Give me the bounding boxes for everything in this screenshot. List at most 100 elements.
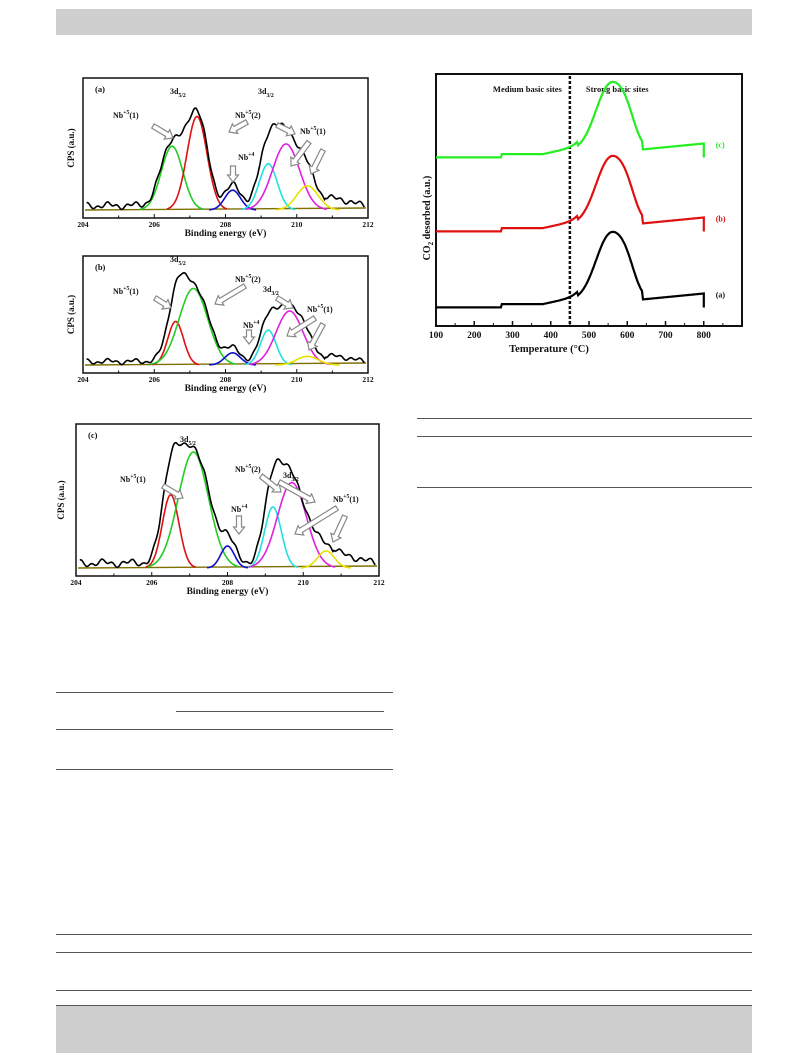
peak-label: Nb+5(2) — [235, 464, 261, 474]
panel-tag: (c) — [88, 430, 98, 440]
fit-peak — [244, 329, 292, 366]
peak-arrow — [258, 473, 282, 493]
co2-tpd-chart: 100 200 300 400 500 600 700 800 Temperature (°C)… — [418, 70, 748, 360]
tpd-curve — [436, 80, 705, 159]
table-rule — [56, 990, 752, 991]
fit-peak — [245, 143, 327, 211]
table-rule — [417, 418, 752, 419]
peak-label: 3d5/2 — [180, 435, 196, 447]
peak-arrow — [274, 295, 294, 310]
fit-peak — [147, 451, 240, 568]
envelope-curve — [86, 271, 365, 366]
x-tick-label: 600 — [620, 331, 635, 341]
envelope-curve — [79, 441, 376, 569]
peak-label: 3d5/2 — [170, 255, 186, 267]
table-rule — [56, 769, 393, 770]
table-rule — [56, 952, 752, 953]
fit-peak — [247, 506, 299, 569]
peak-label: Nb+4 — [238, 152, 255, 162]
x-tick-label: 300 — [505, 331, 520, 341]
x-tick-label: 206 — [146, 578, 158, 587]
x-tick-label: 206 — [149, 375, 161, 384]
series-tag: (b) — [716, 215, 726, 224]
x-axis-label: Temperature (°C) — [509, 344, 589, 355]
header-band — [56, 9, 752, 35]
fit-peak — [275, 185, 340, 211]
tpd-curve — [436, 154, 705, 233]
xps-panel-b: 204 206 208 210 212 Binding energy (eV) CPS (a… — [65, 248, 375, 413]
peak-arrow — [276, 478, 316, 505]
peak-arrow — [160, 483, 184, 500]
table-rule — [176, 711, 384, 712]
peak-label: 3d3/2 — [283, 471, 299, 483]
peak-label: Nb+5(1) — [113, 286, 139, 296]
fit-peak — [166, 115, 228, 210]
y-axis-label: CO2 desorbed (a.u.) — [422, 176, 435, 261]
peak-label: Nb+5(1) — [333, 494, 359, 504]
peak-arrow — [232, 515, 246, 535]
peak-arrow — [152, 295, 172, 310]
peak-label: Nb+5(1) — [120, 474, 146, 484]
peak-arrow — [294, 505, 340, 536]
x-tick-label: 100 — [429, 331, 444, 341]
footer-band — [56, 1005, 752, 1053]
fit-peak — [248, 310, 331, 366]
x-tick-label: 700 — [658, 331, 673, 341]
region-label-medium: Medium basic sites — [493, 84, 563, 94]
table-rule — [56, 692, 393, 693]
peak-arrow — [330, 514, 349, 543]
peak-label: 3d3/2 — [258, 87, 274, 99]
fit-peak — [209, 189, 257, 211]
x-tick-label: 204 — [77, 375, 89, 384]
table-rule — [417, 487, 752, 488]
y-axis-label: CPS (a.u.) — [56, 480, 66, 519]
table-rule — [417, 436, 752, 437]
x-tick-label: 204 — [70, 578, 82, 587]
x-tick-label: 400 — [544, 331, 559, 341]
peak-arrow — [275, 121, 296, 137]
peak-arrow — [150, 123, 174, 140]
y-axis-label: CPS (a.u.) — [66, 128, 76, 167]
peak-label: 3d5/2 — [170, 87, 186, 99]
xps-panel-c: 204 206 208 210 212 Binding energy (eV) CPS (a… — [55, 412, 385, 624]
fit-peak — [152, 320, 200, 366]
x-tick-label: 800 — [697, 331, 712, 341]
x-tick-label: 210 — [291, 220, 303, 229]
series-tag: (a) — [716, 291, 726, 300]
fit-peak — [145, 493, 196, 568]
panel-tag: (b) — [95, 262, 106, 272]
xps-panel-a: 204 206 208 210 212 Binding energy (eV) CPS (a… — [65, 70, 375, 250]
x-axis-label: Binding energy (eV) — [185, 228, 267, 239]
y-axis-label: CPS (a.u.) — [66, 295, 76, 334]
series-tag: (c) — [716, 141, 725, 150]
peak-label: Nb+5(1) — [307, 304, 333, 314]
fit-peak — [248, 481, 336, 568]
table-rule — [56, 934, 752, 935]
peak-label: Nb+5(1) — [300, 126, 326, 136]
peak-arrow — [228, 118, 250, 135]
baseline — [77, 565, 378, 569]
peak-arrow — [214, 283, 248, 306]
x-axis-label: Binding energy (eV) — [187, 586, 269, 597]
peak-arrow — [306, 321, 327, 351]
peak-label: Nb+4 — [231, 504, 248, 514]
peak-label: Nb+5(1) — [113, 110, 139, 120]
table-rule — [56, 729, 393, 730]
fit-peak — [241, 163, 296, 211]
fit-peak — [150, 287, 237, 365]
x-tick-label: 206 — [149, 220, 161, 229]
x-tick-label: 208 — [220, 220, 232, 229]
peak-label: 3d3/2 — [263, 285, 279, 297]
fit-peak — [139, 145, 205, 211]
fit-peak — [206, 545, 249, 569]
x-tick-label: 212 — [362, 220, 374, 229]
fit-peak — [275, 355, 340, 366]
fit-peak — [301, 550, 351, 569]
peak-arrow — [290, 139, 312, 167]
panel-tag: (a) — [95, 84, 105, 94]
peak-label: Nb+5(2) — [235, 274, 261, 284]
tpd-curve — [436, 230, 705, 309]
x-tick-label: 210 — [291, 375, 303, 384]
x-tick-label: 204 — [77, 220, 89, 229]
peak-arrow — [242, 329, 256, 345]
